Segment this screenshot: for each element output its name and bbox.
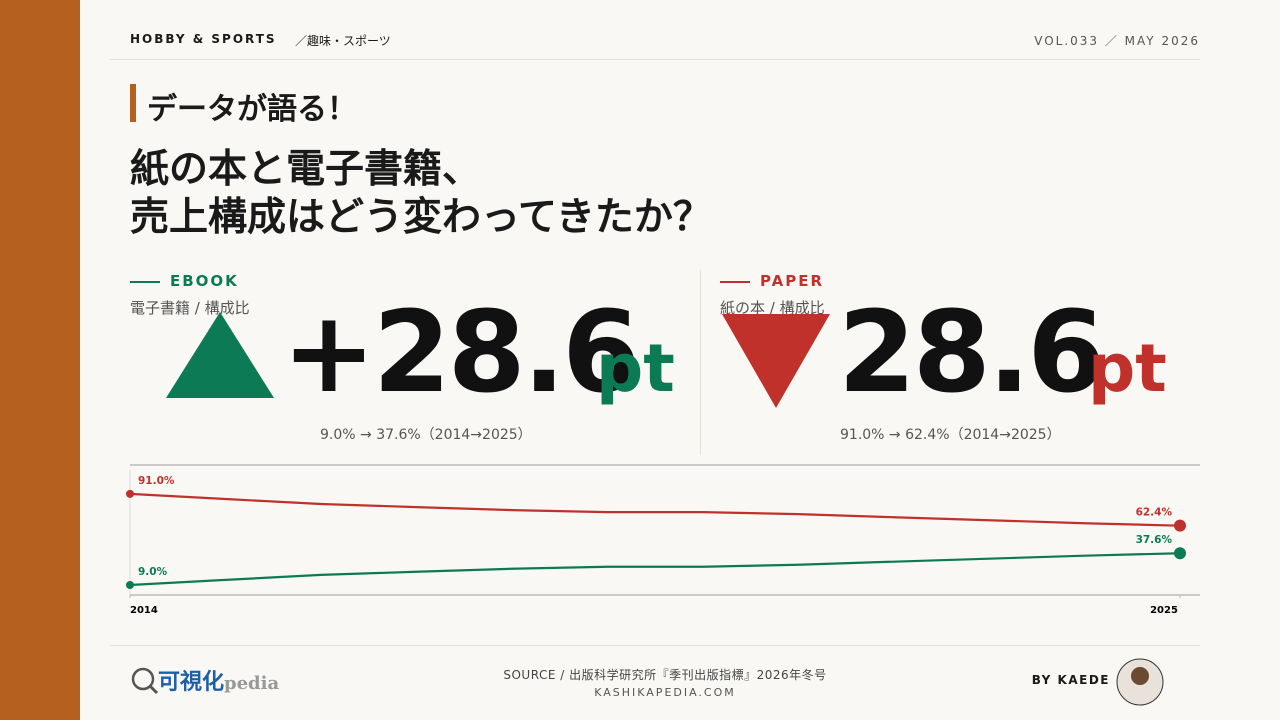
down-arrow <box>722 314 830 408</box>
data-label: 91.0% <box>138 475 175 487</box>
up-arrow <box>166 312 274 398</box>
data-label: 37.6% <box>1136 534 1173 546</box>
site: KASHIKAPEDIA.COM <box>594 686 736 699</box>
kicker-bar <box>130 84 136 122</box>
point <box>1174 519 1186 532</box>
title: 紙の本と電子書籍、 売上構成はどう変わってきたか？ <box>130 146 712 242</box>
author: BY KAEDE <box>1031 673 1110 687</box>
section: HOBBY & SPORTS <box>130 32 277 46</box>
logo-icon <box>148 684 159 695</box>
kpi-detail: 91.0% → 62.4%（2014→2025） <box>840 427 1061 443</box>
kpi-detail: 9.0% → 37.6%（2014→2025） <box>320 427 532 443</box>
section-ja: ／趣味・スポーツ <box>295 34 391 48</box>
x-tick-label: 2014 <box>130 605 158 616</box>
issue: VOL.033 ／ MAY 2026 <box>1034 34 1200 48</box>
kpi-change: +28.6 <box>282 288 640 418</box>
avatar-head <box>1131 667 1149 685</box>
kpi-unit: pt <box>1088 330 1167 407</box>
point <box>126 581 134 589</box>
title-line: 売上構成はどう変わってきたか？ <box>130 195 712 240</box>
rule <box>110 59 1200 60</box>
kpi-label: EBOOK <box>130 272 239 290</box>
data-label: 9.0% <box>138 566 168 578</box>
logo-icon <box>131 667 155 691</box>
title-line: 紙の本と電子書籍、 <box>130 147 482 192</box>
kicker: データが語る！ <box>147 92 357 127</box>
kpi-sublabel: 紙の本 / 構成比 <box>720 299 825 317</box>
rule <box>110 645 1200 646</box>
series-line <box>129 492 1181 527</box>
data-label: 62.4% <box>1136 507 1173 519</box>
divider <box>700 270 701 455</box>
logo-suffix: pedia <box>224 673 280 694</box>
point <box>1174 547 1186 560</box>
logo-text: 可視化 <box>158 670 225 695</box>
logo: 可視化pedia <box>158 664 279 696</box>
series-line <box>129 552 1181 587</box>
source: SOURCE / 出版科学研究所『季刊出版指標』2026年冬号 <box>503 668 827 682</box>
point <box>126 489 134 498</box>
kpi-change: 28.6 <box>838 288 1105 418</box>
x-tick-label: 2025 <box>1150 605 1178 616</box>
kpi-unit: pt <box>596 330 675 407</box>
kpi-label: PAPER <box>720 272 824 290</box>
side-band <box>0 0 80 720</box>
